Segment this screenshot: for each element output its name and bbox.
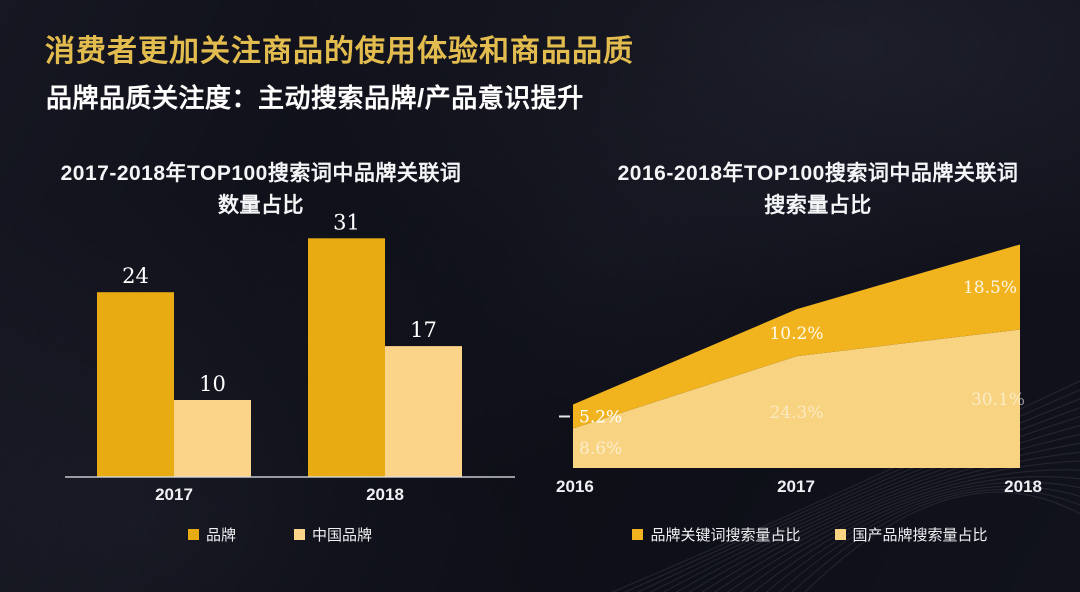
legend-item-brand: 品牌: [187, 524, 236, 545]
svg-text:24.3%: 24.3%: [769, 403, 823, 423]
svg-text:2016: 2016: [556, 477, 594, 496]
china-brand-legend-swatch: [294, 529, 305, 540]
svg-text:18.5%: 18.5%: [963, 278, 1017, 298]
brand-legend-swatch: [187, 529, 199, 540]
svg-text:30.1%: 30.1%: [971, 390, 1025, 410]
china-brand-legend-label: 中国品牌: [312, 527, 373, 544]
area-chart-legend: 品牌关键词搜索量占比 国产品牌搜索量占比: [555, 524, 1065, 545]
svg-text:10.2%: 10.2%: [769, 324, 823, 344]
domestic-brand-volume-label: 国产品牌搜索量占比: [852, 527, 988, 544]
bar-chart: 24 10 2017 31 17 2018: [65, 210, 515, 504]
domestic-brand-volume-swatch: [834, 529, 846, 540]
svg-text:10: 10: [199, 372, 226, 396]
legend-item-china-brand: 中国品牌: [294, 524, 372, 545]
bar-chart-title: 2017-2018年TOP100搜索词中品牌关联词 数量占比: [38, 158, 484, 221]
svg-text:5.2%: 5.2%: [579, 407, 622, 427]
brand-keyword-volume-label: 品牌关键词搜索量占比: [650, 527, 801, 544]
svg-text:17: 17: [410, 318, 437, 342]
svg-text:2017: 2017: [155, 485, 193, 504]
svg-text:24: 24: [122, 264, 149, 288]
svg-text:31: 31: [333, 210, 360, 234]
bar-chart-legend: 品牌 中国品牌: [40, 524, 520, 545]
svg-text:8.6%: 8.6%: [579, 439, 622, 459]
svg-text:2018: 2018: [366, 485, 404, 504]
bar-chart-title-line1: 2017-2018年TOP100搜索词中品牌关联词: [60, 162, 462, 185]
slide-subtitle: 品牌品质关注度：主动搜索品牌/产品意识提升: [46, 83, 584, 113]
brand-keyword-volume-swatch: [632, 529, 644, 540]
bar-chart-title-line2: 数量占比: [218, 193, 304, 217]
svg-text:2018: 2018: [1004, 477, 1042, 496]
area-chart-title: 2016-2018年TOP100搜索词中品牌关联词 搜索量占比: [575, 158, 1061, 221]
legend-item-brand-keyword-volume: 品牌关键词搜索量占比: [632, 524, 801, 545]
legend-item-domestic-brand-volume: 国产品牌搜索量占比: [834, 524, 988, 545]
stacked-area-chart: 5.2% 10.2% 18.5% 8.6% 24.3% 30.1% 2016 2017 2018: [556, 244, 1042, 496]
svg-text:2017: 2017: [777, 477, 815, 496]
area-chart-title-line1: 2016-2018年TOP100搜索词中品牌关联词: [617, 162, 1019, 185]
area-chart-title-line2: 搜索量占比: [764, 193, 872, 217]
slide-title: 消费者更加关注商品的使用体验和商品品质: [45, 35, 634, 68]
brand-legend-label: 品牌: [205, 527, 236, 544]
